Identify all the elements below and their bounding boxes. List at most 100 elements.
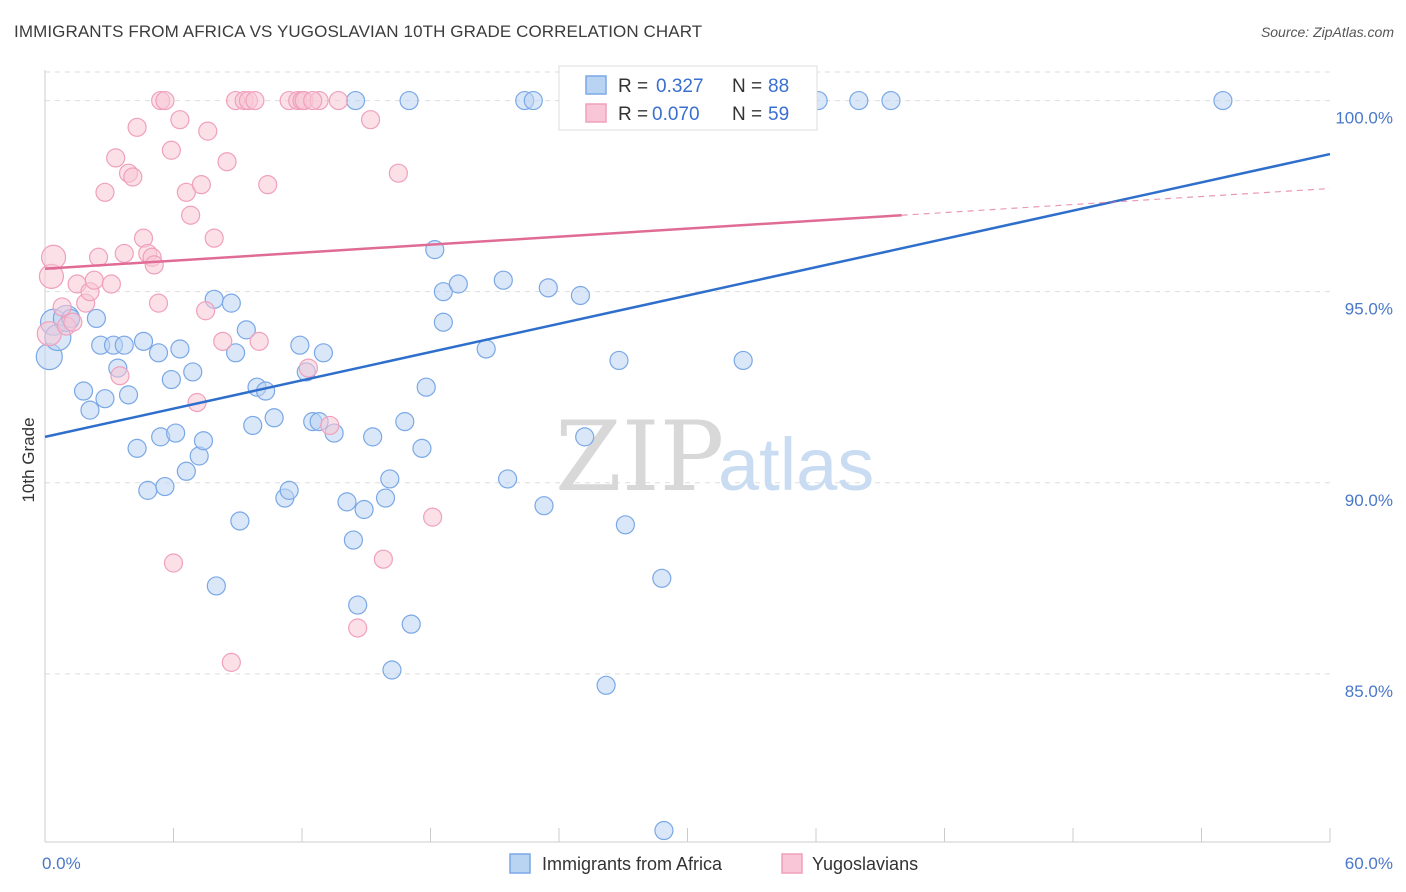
- africa-point-70: [575, 427, 595, 447]
- africa-point-20: [161, 369, 181, 390]
- y-axis-label: 10th Grade: [19, 417, 38, 502]
- africa-point-28: [206, 576, 226, 596]
- africa-point-73: [615, 515, 635, 535]
- africa-point-71: [596, 675, 616, 695]
- series-legend-swatch-africa: [509, 853, 531, 874]
- yugoslavian-point-56: [373, 549, 393, 569]
- africa-point-13: [118, 385, 139, 405]
- trend-line-0: [44, 152, 1331, 439]
- yugoslavian-point-17: [123, 167, 143, 187]
- watermark-zip: ZIP: [555, 401, 724, 513]
- yugoslavian-point-44: [258, 175, 278, 195]
- yugoslavian-point-18: [127, 117, 147, 137]
- yugoslavian-point-36: [213, 331, 233, 351]
- africa-point-38: [279, 480, 299, 500]
- series-legend-label-africa: Immigrants from Africa: [542, 854, 723, 874]
- chart-title: IMMIGRANTS FROM AFRICA VS YUGOSLAVIAN 10…: [14, 22, 703, 41]
- africa-point-66: [534, 496, 554, 516]
- yugoslavian-point-26: [161, 140, 181, 160]
- africa-point-35: [255, 381, 276, 401]
- africa-point-53: [395, 412, 415, 432]
- yugoslavian-point-23: [148, 293, 169, 313]
- series-legend: Immigrants from Africa Yugoslavians: [509, 853, 918, 874]
- africa-point-76: [654, 820, 674, 841]
- legend-n-value-2: 59: [768, 104, 789, 125]
- africa-point-52: [382, 660, 402, 680]
- africa-point-59: [433, 282, 453, 302]
- yugoslavian-point-29: [176, 182, 196, 202]
- africa-point-24: [183, 362, 203, 382]
- yugoslavian-point-25: [155, 90, 175, 111]
- x-tick-label-1: 60.0%: [1345, 854, 1393, 873]
- trend-line-extension-1: [901, 187, 1331, 216]
- africa-point-75: [652, 568, 672, 588]
- africa-point-62: [493, 270, 513, 290]
- africa-point-82: [1213, 90, 1233, 111]
- series-legend-label-yugoslavians: Yugoslavians: [812, 854, 918, 874]
- trend-line-1: [44, 213, 902, 270]
- y-tick-label-3: 100.0%: [1335, 109, 1393, 128]
- legend-n-label-1: N =: [732, 76, 762, 97]
- africa-point-26: [193, 431, 214, 451]
- legend-r-label-1: R =: [618, 76, 648, 97]
- yugoslavian-point-33: [196, 301, 216, 321]
- yugoslavian-point-37: [217, 152, 237, 172]
- x-tick-label-0: 0.0%: [42, 854, 81, 873]
- yugoslavian-point-43: [249, 331, 269, 351]
- yugoslavian-point-54: [348, 618, 368, 638]
- africa-point-65: [523, 90, 543, 111]
- africa-point-14: [127, 438, 147, 458]
- yugoslavian-point-5: [63, 312, 83, 332]
- africa-point-19: [155, 476, 175, 497]
- yugoslavian-point-55: [360, 110, 381, 130]
- yugoslavian-point-57: [388, 163, 408, 183]
- series-legend-swatch-yugoslavians: [781, 853, 803, 874]
- yugoslavian-point-28: [170, 110, 190, 130]
- africa-point-16: [138, 480, 158, 500]
- africa-point-29: [221, 293, 241, 313]
- africa-point-32: [236, 320, 256, 340]
- africa-point-39: [290, 335, 310, 355]
- africa-point-47: [348, 595, 368, 615]
- africa-point-58: [433, 312, 453, 332]
- africa-point-60: [448, 274, 468, 294]
- legend-r-label-2: R =: [618, 104, 648, 125]
- africa-point-6: [80, 400, 100, 420]
- africa-point-87: [849, 90, 869, 111]
- yugoslavian-point-34: [198, 121, 218, 141]
- africa-point-49: [363, 427, 383, 447]
- yugoslavian-point-27: [163, 553, 184, 573]
- africa-point-67: [538, 278, 558, 298]
- africa-point-84: [399, 90, 419, 111]
- africa-point-15: [133, 331, 154, 351]
- yugoslavian-point-2: [40, 244, 67, 270]
- x-tick-labels: 0.0% 60.0%: [42, 854, 1393, 873]
- yugoslavian-point-11: [95, 182, 115, 202]
- africa-point-55: [412, 438, 432, 458]
- africa-point-23: [176, 461, 196, 481]
- legend-n-value-1: 88: [768, 76, 789, 97]
- yugoslavian-point-51: [303, 90, 323, 111]
- africa-point-5: [73, 381, 94, 401]
- africa-point-30: [226, 343, 246, 363]
- stats-legend: R = 0.327 N = 88 R = 0.070 N = 59: [558, 65, 818, 131]
- yugoslavian-point-32: [191, 175, 211, 195]
- africa-point-69: [570, 285, 591, 306]
- yugoslavian-point-58: [423, 507, 443, 527]
- yugoslavian-point-38: [221, 652, 241, 672]
- yugoslavian-point-52: [320, 415, 340, 436]
- africa-point-48: [354, 499, 374, 520]
- gridlines: [45, 71, 1330, 675]
- africa-point-12: [114, 335, 134, 355]
- africa-point-7: [86, 308, 107, 329]
- africa-point-51: [380, 469, 400, 489]
- africa-point-43: [313, 343, 334, 363]
- africa-point-61: [476, 339, 496, 359]
- trend-lines: [44, 152, 1331, 439]
- africa-point-36: [264, 408, 284, 428]
- africa-point-81: [881, 90, 901, 111]
- axes: [44, 70, 1331, 843]
- africa-point-72: [609, 350, 629, 371]
- africa-point-83: [345, 90, 366, 111]
